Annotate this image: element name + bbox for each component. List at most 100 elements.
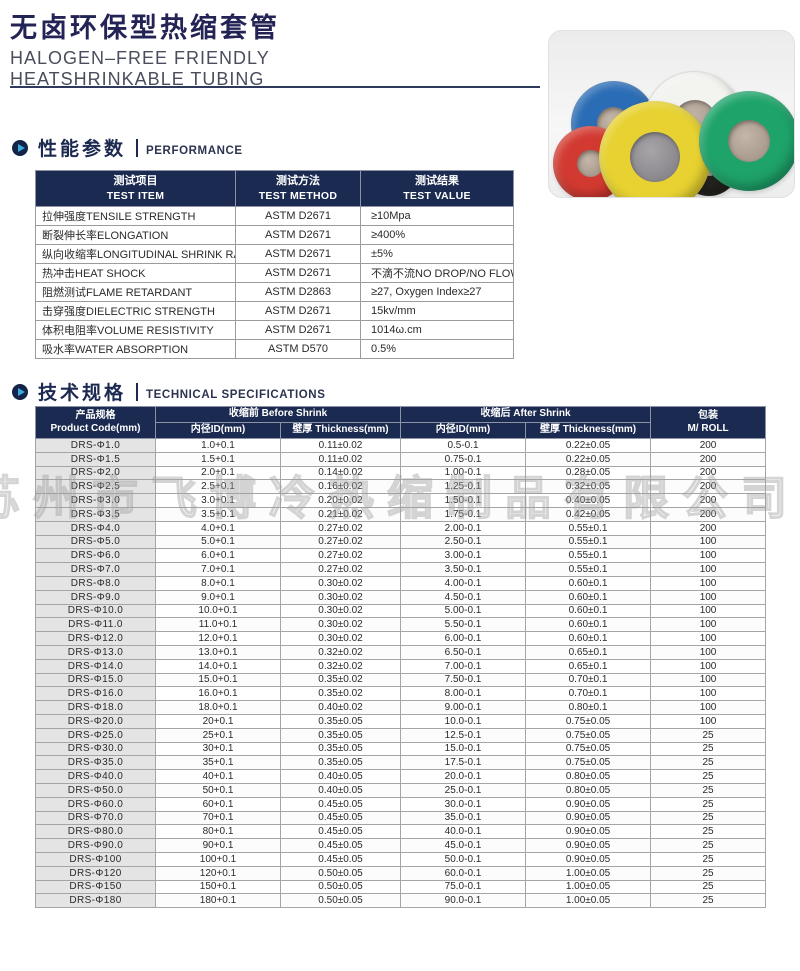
table-cell: 0.90±0.05 <box>525 851 652 867</box>
column-header-product-code: 产品规格 Product Code(mm) <box>35 406 156 439</box>
table-cell: 0.22±0.05 <box>525 438 652 453</box>
table-cell: 0.65±0.1 <box>525 658 652 674</box>
table-cell: DRS-Φ16.0 <box>35 686 156 702</box>
table-cell: 0.60±0.1 <box>525 575 652 591</box>
table-cell: ASTM D2671 <box>235 206 361 227</box>
table-row: DRS-Φ1.0 1.0+0.1 0.11±0.02 0.5-0.1 0.22±0.05… <box>35 438 767 453</box>
table-row: DRS-Φ2.5 2.5+0.1 0.16±0.02 1.25-0.1 0.32±0.0… <box>35 479 767 495</box>
table-cell: 0.90±0.05 <box>525 838 652 853</box>
table-cell: 25 <box>650 824 767 840</box>
table-cell: DRS-Φ7.0 <box>35 562 156 577</box>
arrow-glyph <box>18 387 25 396</box>
table-cell: 1.0+0.1 <box>155 438 281 453</box>
performance-title-en: PERFORMANCE <box>146 144 243 157</box>
table-cell: 35+0.1 <box>155 755 281 771</box>
table-cell: 80+0.1 <box>155 824 281 840</box>
table-cell: ≥10Mpa <box>360 206 514 227</box>
specs-section-header: 技术规格 TECHNICAL SPECIFICATIONS <box>12 378 325 405</box>
table-cell: 击穿强度DIELECTRIC STRENGTH <box>35 301 236 322</box>
page-title-en-line1: HALOGEN–FREE FRIENDLY <box>10 48 270 69</box>
table-cell: 0.30±0.02 <box>279 589 402 605</box>
table-cell: 1.25-0.1 <box>400 479 527 495</box>
table-cell: 0.35±0.02 <box>279 672 402 688</box>
table-cell: 7.50-0.1 <box>400 672 527 688</box>
table-cell: 100+0.1 <box>155 851 281 867</box>
header-cn: 产品规格 <box>75 410 116 421</box>
table-cell: 1.5+0.1 <box>155 451 281 467</box>
table-row: DRS-Φ30.0 30+0.1 0.35±0.05 15.0-0.1 0.75±0.0… <box>35 741 767 757</box>
table-cell: 0.60±0.1 <box>525 603 652 619</box>
table-cell: 0.80±0.05 <box>525 769 652 784</box>
specs-title-cn: 技术规格 <box>38 383 127 404</box>
table-cell: 14.0+0.1 <box>155 658 281 674</box>
table-cell: 0.60±0.1 <box>525 589 652 605</box>
table-row: DRS-Φ10.0 10.0+0.1 0.30±0.02 5.00-0.1 0.60±0… <box>35 603 767 619</box>
table-row: DRS-Φ180 180+0.1 0.50±0.05 90.0-0.1 1.00±0.0… <box>35 893 767 909</box>
table-cell: 0.45±0.05 <box>279 796 402 812</box>
table-cell: 0.30±0.02 <box>279 603 402 619</box>
table-cell: 25 <box>650 782 767 798</box>
table-cell: DRS-Φ20.0 <box>35 713 156 729</box>
table-cell: DRS-Φ1.5 <box>35 451 156 467</box>
table-cell: 25 <box>650 741 767 757</box>
table-cell: 1.75-0.1 <box>400 506 527 522</box>
table-cell: 0.40±0.05 <box>279 769 402 784</box>
table-cell: 10.0-0.1 <box>400 713 527 729</box>
table-row: DRS-Φ13.0 13.0+0.1 0.32±0.02 6.50-0.1 0.65±0… <box>35 644 767 660</box>
table-row: DRS-Φ70.0 70+0.1 0.45±0.05 35.0-0.1 0.90±0.0… <box>35 810 767 826</box>
document-header: 无卤环保型热缩套管 HALOGEN–FREE FRIENDLY HEATSHRI… <box>10 12 550 90</box>
table-cell: DRS-Φ12.0 <box>35 631 156 646</box>
table-cell: 3.5+0.1 <box>155 506 281 522</box>
table-cell: 8.0+0.1 <box>155 575 281 591</box>
table-cell: 200 <box>650 506 767 522</box>
column-header-test-method: 测试方法 TEST METHOD <box>235 169 361 208</box>
table-cell: 1.50-0.1 <box>400 493 527 508</box>
table-cell: 7.0+0.1 <box>155 562 281 577</box>
table-row: DRS-Φ7.0 7.0+0.1 0.27±0.02 3.50-0.1 0.55±0.1… <box>35 562 767 577</box>
table-row: DRS-Φ150 150+0.1 0.50±0.05 75.0-0.1 1.00±0.0… <box>35 879 767 895</box>
table-cell: 35.0-0.1 <box>400 810 527 826</box>
table-row: DRS-Φ16.0 16.0+0.1 0.35±0.02 8.00-0.1 0.70±0… <box>35 686 767 702</box>
table-cell: DRS-Φ70.0 <box>35 810 156 826</box>
table-cell: DRS-Φ5.0 <box>35 534 156 550</box>
performance-section-header: 性能参数 PERFORMANCE <box>12 134 243 161</box>
table-cell: 0.40±0.02 <box>279 700 402 715</box>
table-cell: 4.00-0.1 <box>400 575 527 591</box>
performance-table-body: 拉伸强度TENSILE STRENGTH ASTM D2671 ≥10Mpa 断裂伸长… <box>35 206 514 360</box>
table-cell: 30+0.1 <box>155 741 281 757</box>
column-header-id-after: 内径ID(mm) <box>400 422 527 439</box>
table-row: DRS-Φ6.0 6.0+0.1 0.27±0.02 3.00-0.1 0.55±0.1… <box>35 548 767 564</box>
table-cell: 150+0.1 <box>155 879 281 895</box>
table-row: DRS-Φ3.5 3.5+0.1 0.21±0.02 1.75-0.1 0.42±0.0… <box>35 506 767 522</box>
table-cell: 100 <box>650 548 767 564</box>
table-cell: 0.42±0.05 <box>525 506 652 522</box>
table-cell: 0.35±0.05 <box>279 755 402 771</box>
table-cell: 0.55±0.1 <box>525 534 652 550</box>
table-cell: 25 <box>650 769 767 784</box>
table-cell: 0.5-0.1 <box>400 438 527 453</box>
table-cell: 5.0+0.1 <box>155 534 281 550</box>
table-cell: 25 <box>650 879 767 895</box>
table-cell: 0.90±0.05 <box>525 824 652 840</box>
table-cell: 200 <box>650 493 767 508</box>
table-cell: 15.0-0.1 <box>400 741 527 757</box>
table-cell: 0.27±0.02 <box>279 562 402 577</box>
table-cell: 20+0.1 <box>155 713 281 729</box>
table-cell: 25 <box>650 796 767 812</box>
table-cell: 100 <box>650 562 767 577</box>
table-cell: 100 <box>650 575 767 591</box>
table-row: DRS-Φ60.0 60+0.1 0.45±0.05 30.0-0.1 0.90±0.0… <box>35 796 767 812</box>
table-cell: DRS-Φ18.0 <box>35 700 156 715</box>
table-cell: 5.50-0.1 <box>400 617 527 633</box>
table-cell: DRS-Φ100 <box>35 851 156 867</box>
spec-table-body: DRS-Φ1.0 1.0+0.1 0.11±0.02 0.5-0.1 0.22±0.05… <box>35 438 767 909</box>
table-cell: 11.0+0.1 <box>155 617 281 633</box>
header-cn: 测试结果 <box>415 175 459 187</box>
table-cell: DRS-Φ35.0 <box>35 755 156 771</box>
table-row: 断裂伸长率ELONGATION ASTM D2671 ≥400% <box>35 225 514 246</box>
table-cell: ≥27, Oxygen Index≥27 <box>360 282 514 303</box>
table-row: DRS-Φ80.0 80+0.1 0.45±0.05 40.0-0.1 0.90±0.0… <box>35 824 767 840</box>
table-cell: 0.16±0.02 <box>279 479 402 495</box>
table-cell: 0.35±0.05 <box>279 727 402 743</box>
table-cell: 2.5+0.1 <box>155 479 281 495</box>
